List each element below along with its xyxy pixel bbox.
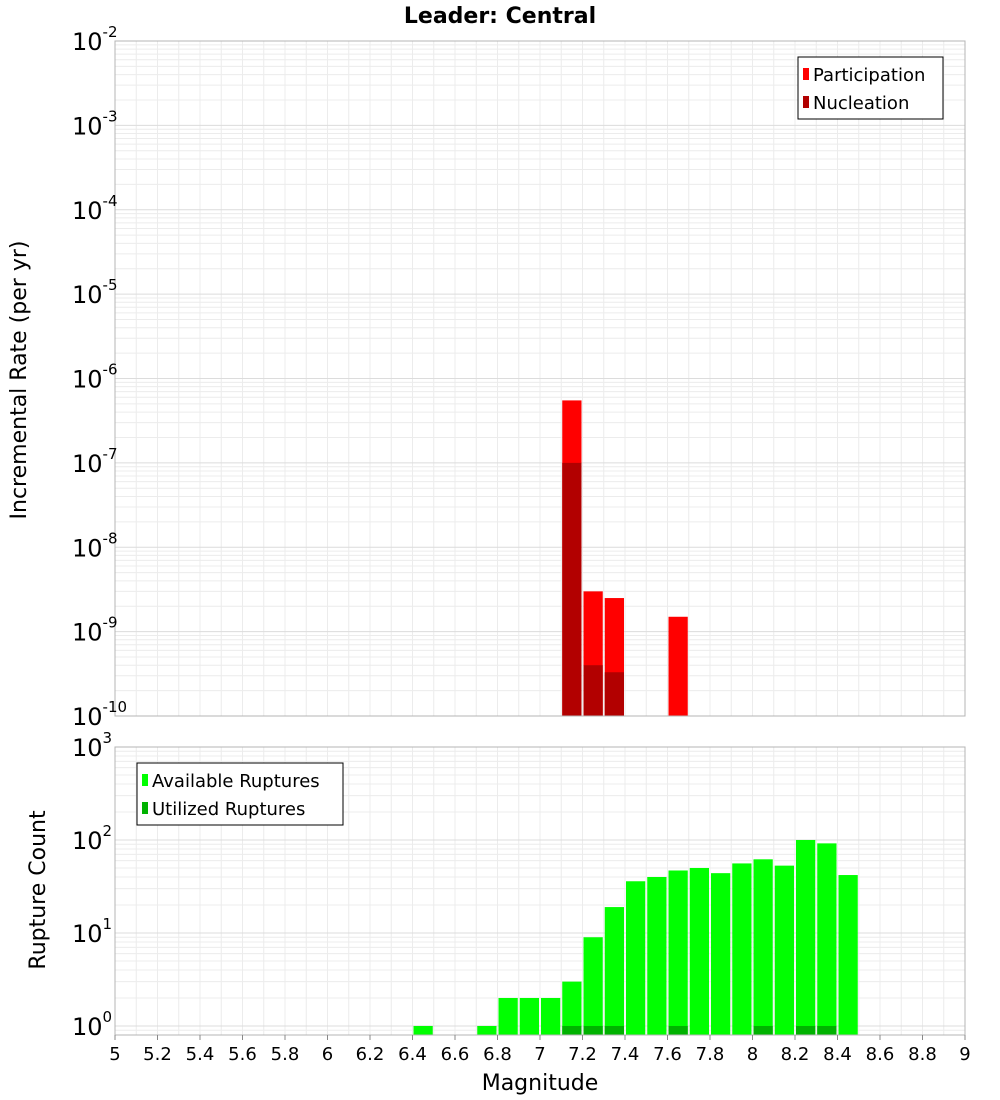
rate-y-tick-label: 10-4 [72, 192, 118, 225]
rate-legend-swatch [803, 96, 809, 108]
count-y-tick-label: 103 [72, 729, 112, 762]
magnitude-tick-label: 7.6 [653, 1044, 682, 1065]
chart-title: Leader: Central [404, 4, 596, 29]
count-bar-s1 [774, 865, 794, 1035]
magnitude-tick-label: 7.2 [568, 1044, 597, 1065]
count-bar-s1 [413, 1025, 433, 1035]
rate-legend-swatch [803, 68, 809, 80]
magnitude-tick-label: 5.6 [228, 1044, 257, 1065]
count-legend-label: Available Ruptures [152, 771, 320, 792]
count-legend-swatch [142, 774, 148, 786]
count-bar-s1 [562, 981, 582, 1035]
rate-y-tick-label: 10-10 [72, 698, 127, 731]
count-bar-s1 [838, 875, 858, 1035]
magnitude-tick-label: 8.2 [781, 1044, 810, 1065]
magnitude-tick-label: 8.4 [823, 1044, 852, 1065]
count-bar-s1 [817, 843, 837, 1035]
rate-legend-label: Participation [813, 65, 925, 86]
magnitude-tick-label: 9 [959, 1044, 970, 1065]
count-bar-s1 [753, 859, 773, 1035]
count-y-tick-label: 101 [72, 915, 112, 948]
magnitude-tick-label: 7 [534, 1044, 545, 1065]
rate-legend: Participation Nucleation [797, 56, 944, 120]
count-bar-s1 [796, 839, 816, 1035]
magnitude-tick-label: 6.6 [441, 1044, 470, 1065]
magnitude-tick-label: 7.8 [696, 1044, 725, 1065]
rate-y-tick-label: 10-3 [72, 107, 118, 140]
count-bar-s2 [604, 1025, 624, 1035]
magnitude-tick-label: 7.4 [611, 1044, 640, 1065]
magnitude-tick-label: 8 [747, 1044, 758, 1065]
count-y-axis-label: Rupture Count [26, 810, 51, 970]
rate-y-tick-label: 10-6 [72, 361, 118, 394]
rate-y-tick-label: 10-2 [72, 23, 118, 56]
magnitude-x-ticks: 5 5.2 5.4 5.6 5.8 6 6.2 6.4 6.6 6.8 7 7.2 7.4 7.6 7.8 8… [109, 1035, 971, 1065]
count-legend-box [136, 762, 344, 826]
rate-plot-frame [114, 40, 966, 717]
magnitude-tick-label: 6.8 [483, 1044, 512, 1065]
count-bar-s1 [732, 863, 752, 1035]
count-bar-s1 [604, 907, 624, 1035]
magnitude-x-axis-label: Magnitude [482, 1071, 599, 1096]
count-y-tick-label: 102 [72, 822, 112, 855]
count-bars [413, 839, 858, 1035]
magnitude-tick-label: 6.4 [398, 1044, 427, 1065]
rate-bar-s1 [668, 616, 688, 716]
count-y-tick-label: 100 [72, 1008, 112, 1041]
rate-panel: 10-2 10-3 10-4 10-5 10-6 10-7 10-8 10-9 10-10 In… [7, 23, 966, 731]
rate-y-tick-label: 10-9 [72, 614, 118, 647]
rate-bar-s2 [583, 665, 603, 716]
count-bar-s1 [668, 870, 688, 1035]
count-bar-s2 [817, 1025, 837, 1035]
count-bar-s1 [541, 997, 561, 1035]
count-y-ticks: 103 102 101 100 [72, 729, 112, 1041]
count-bar-s2 [796, 1025, 816, 1035]
magnitude-tick-label: 8.6 [866, 1044, 895, 1065]
count-bar-s1 [477, 1025, 497, 1035]
count-legend: Available Ruptures Utilized Ruptures [136, 762, 344, 826]
count-bar-s1 [647, 877, 667, 1035]
rate-y-axis-label: Incremental Rate (per yr) [7, 241, 32, 520]
count-bar-s2 [668, 1025, 688, 1035]
rate-legend-label: Nucleation [813, 93, 909, 114]
count-bar-s2 [583, 1025, 603, 1035]
rate-bar-s2 [562, 462, 582, 716]
count-bar-s1 [626, 881, 646, 1035]
count-legend-swatch [142, 802, 148, 814]
rate-bars [562, 400, 688, 716]
rate-y-tick-label: 10-5 [72, 276, 118, 309]
count-bar-s1 [519, 997, 539, 1035]
count-bar-s1 [583, 937, 603, 1035]
magnitude-tick-label: 6 [322, 1044, 333, 1065]
rate-bar-s2 [604, 672, 624, 716]
magnitude-tick-label: 6.2 [356, 1044, 385, 1065]
rate-y-tick-label: 10-7 [72, 445, 118, 478]
count-panel: 103 102 101 100 5 5.2 5.4 5.6 5.8 6 6.2 6.4 6.6 6.8 7… [26, 729, 971, 1096]
magnitude-tick-label: 5.2 [143, 1044, 172, 1065]
count-bar-s1 [498, 997, 518, 1035]
rate-y-tick-label: 10-8 [72, 529, 118, 562]
magnitude-tick-label: 5.4 [186, 1044, 215, 1065]
count-bar-s1 [711, 873, 731, 1035]
magnitude-tick-label: 5.8 [271, 1044, 300, 1065]
magnitude-tick-label: 8.8 [908, 1044, 937, 1065]
rate-legend-box [797, 56, 944, 120]
count-bar-s2 [562, 1025, 582, 1035]
count-legend-label: Utilized Ruptures [152, 799, 305, 820]
count-bar-s2 [753, 1025, 773, 1035]
rate-y-ticks: 10-2 10-3 10-4 10-5 10-6 10-7 10-8 10-9 10-10 [72, 23, 127, 731]
count-bar-s1 [689, 867, 709, 1035]
magnitude-tick-label: 5 [109, 1044, 120, 1065]
rate-grid [114, 40, 966, 717]
